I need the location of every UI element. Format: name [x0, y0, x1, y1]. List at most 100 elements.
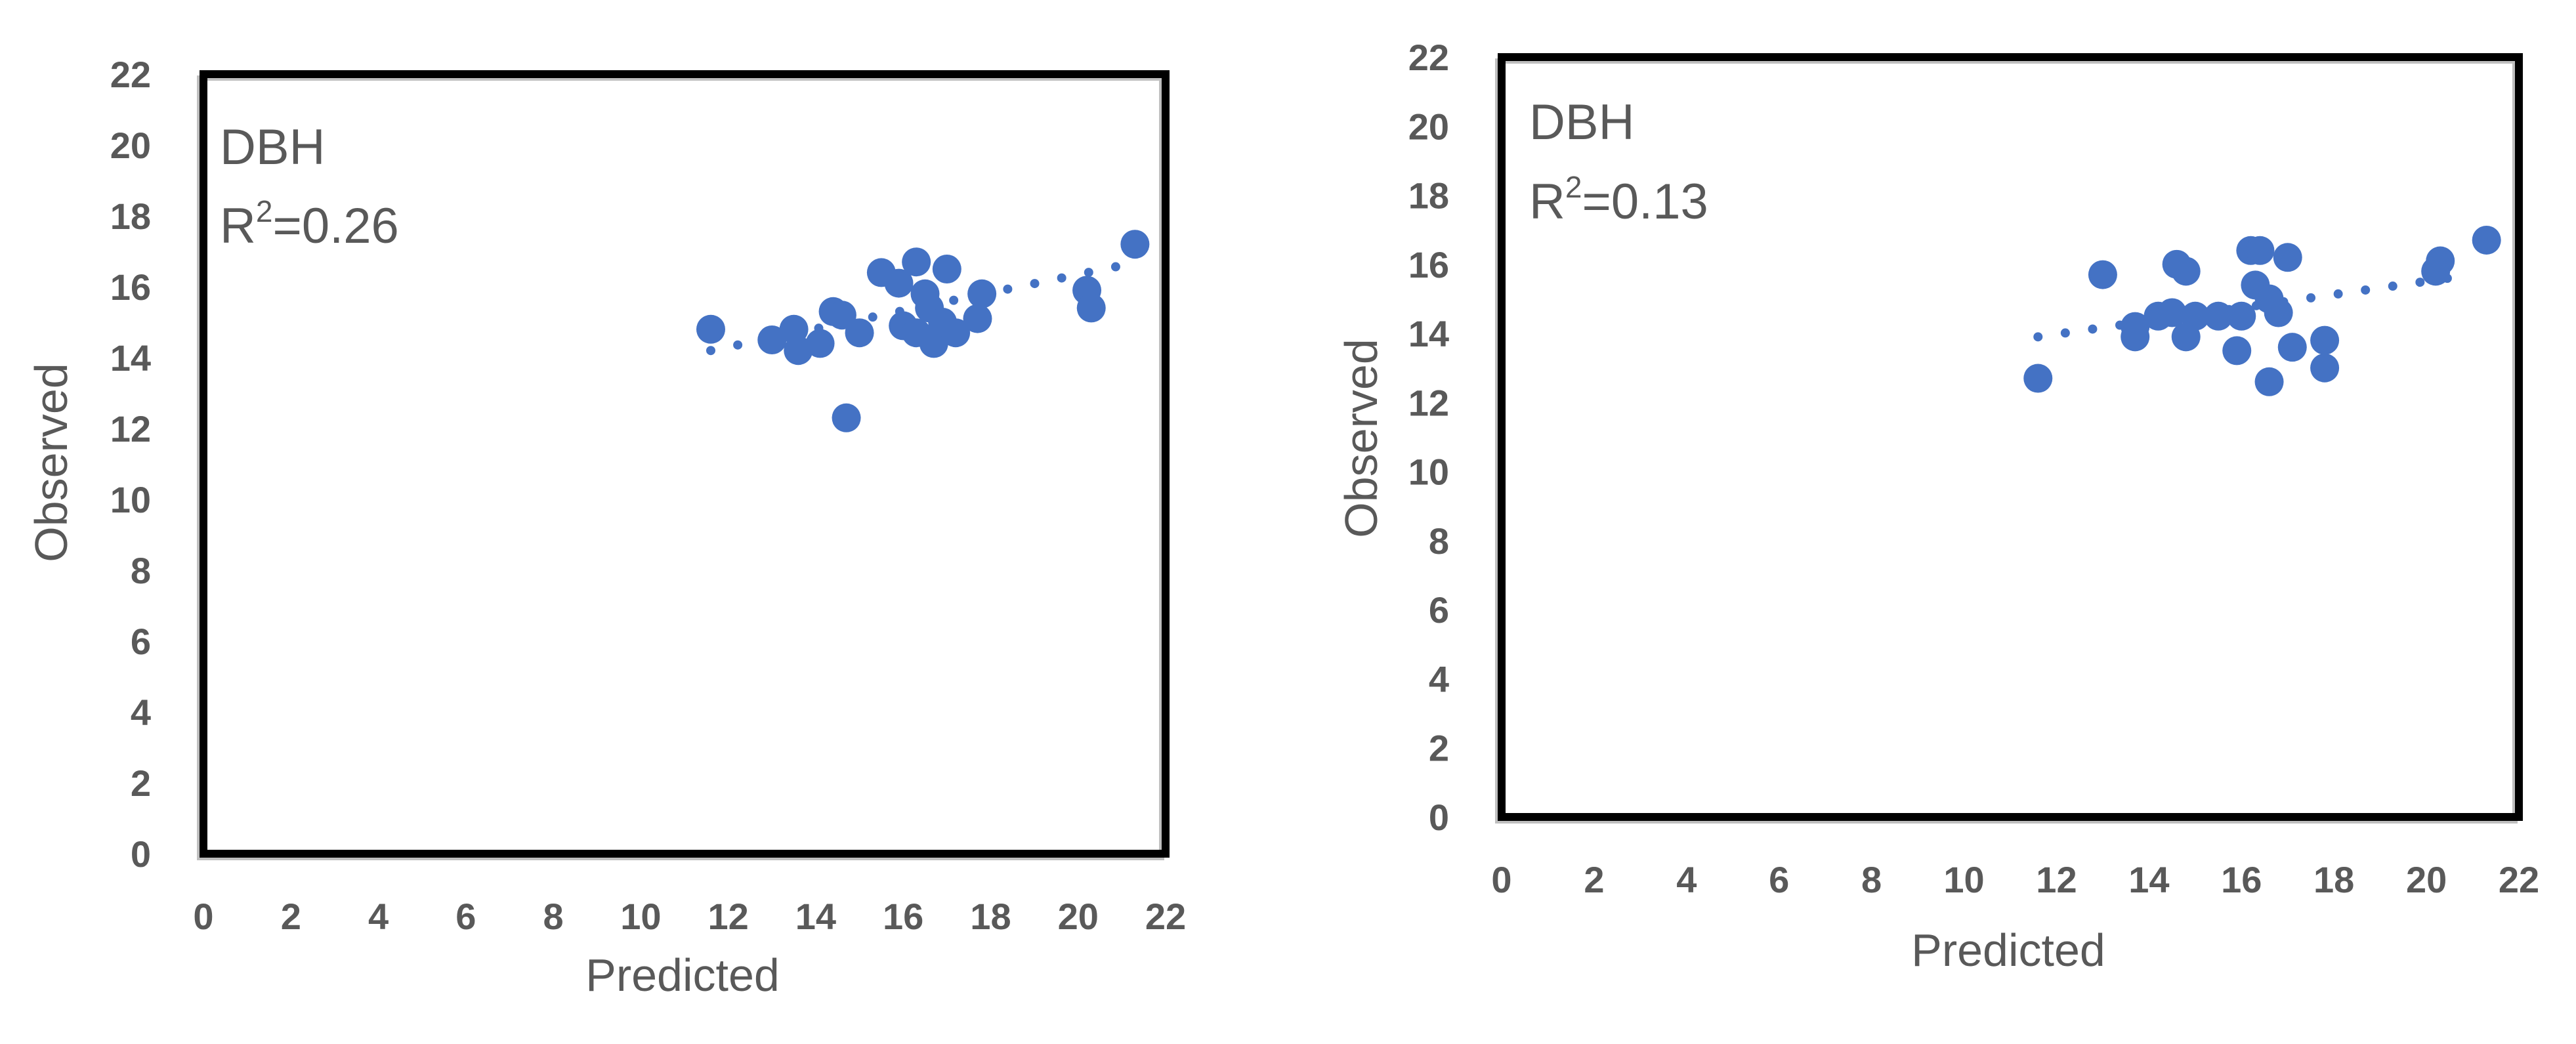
y-tick-label: 16	[1408, 244, 1449, 285]
annotation-r2: R2=0.26	[220, 194, 399, 254]
data-point	[2273, 243, 2302, 272]
data-point	[827, 301, 856, 330]
y-tick-label: 20	[110, 125, 151, 166]
y-tick-label: 16	[110, 266, 151, 308]
data-point	[2227, 301, 2256, 331]
y-tick-label: 18	[110, 196, 151, 237]
annotation-dbh-label: DBH	[1529, 94, 1634, 150]
trendline	[2033, 270, 2478, 342]
data-point	[2180, 301, 2210, 331]
data-point	[2088, 260, 2117, 289]
x-tick-label: 14	[795, 896, 836, 937]
y-axis-title: Observed	[1336, 339, 1387, 537]
annotation-r2-exponent: 2	[256, 194, 273, 228]
data-point	[2426, 246, 2455, 276]
annotation-r2: R2=0.13	[1529, 170, 1708, 230]
data-point	[757, 325, 787, 354]
x-tick-label: 20	[2406, 859, 2447, 900]
data-point	[805, 329, 835, 358]
plot-frame	[1498, 53, 2523, 821]
y-tick-label: 20	[1408, 106, 1449, 147]
y-tick-label: 6	[131, 621, 151, 662]
x-tick-label: 20	[1058, 896, 1099, 937]
annotation-dbh-label: DBH	[220, 119, 325, 175]
data-point	[2277, 333, 2307, 362]
y-tick-label: 18	[1408, 175, 1449, 217]
y-tick-label: 10	[110, 479, 151, 520]
y-tick-label: 8	[131, 550, 151, 591]
plot-frame-shadow	[197, 75, 1164, 860]
y-tick-label: 2	[131, 762, 151, 804]
y-tick-label: 12	[110, 408, 151, 449]
y-tick-label: 4	[1429, 658, 1449, 699]
data-point	[2204, 301, 2233, 331]
data-point	[963, 304, 992, 333]
annotation-r2-value: =0.26	[272, 198, 398, 254]
x-tick-label: 8	[1861, 859, 1882, 900]
y-tick-label: 2	[1429, 728, 1449, 769]
data-point	[2264, 298, 2293, 327]
y-tick-label: 8	[1429, 520, 1449, 562]
data-point	[2023, 364, 2053, 393]
x-tick-label: 12	[2036, 859, 2077, 900]
data-point	[1076, 293, 1106, 323]
x-tick-label: 22	[2499, 859, 2539, 900]
y-tick-label: 6	[1429, 589, 1449, 631]
y-tick-label: 4	[131, 692, 151, 733]
data-point	[696, 314, 725, 344]
data-point	[932, 255, 961, 283]
data-point	[2245, 236, 2275, 265]
y-tick-label: 0	[131, 833, 151, 875]
x-tick-label: 4	[1676, 859, 1697, 900]
x-tick-label: 0	[193, 896, 213, 937]
x-tick-label: 22	[1145, 896, 1186, 937]
x-tick-label: 6	[455, 896, 476, 937]
x-axis-title: Predicted	[1911, 925, 2105, 976]
left-scatter-panel: 0 2 4 6 8 10 12 14 16 18 20 22 0 2 4 6 8 10 12 14 16 18 20 22 D…	[26, 54, 1186, 1001]
x-tick-label: 16	[883, 896, 923, 937]
x-axis-title: Predicted	[585, 950, 780, 1001]
y-tick-label: 22	[1408, 37, 1449, 78]
data-point	[2171, 257, 2201, 286]
data-point	[2121, 312, 2150, 341]
x-tick-label: 16	[2221, 859, 2262, 900]
y-tick-label: 14	[1408, 313, 1449, 354]
data-point	[832, 403, 861, 432]
data-point	[2310, 325, 2340, 355]
right-scatter-panel: 0 2 4 6 8 10 12 14 16 18 20 22 0 2 4 6 8 10 12 14 16 18 20 22 D…	[1336, 37, 2539, 976]
data-point	[884, 268, 914, 298]
x-tick-label: 14	[2128, 859, 2169, 900]
x-tick-label: 10	[1943, 859, 1984, 900]
x-tick-label: 18	[970, 896, 1011, 937]
x-tick-label: 0	[1491, 859, 1511, 900]
x-tick-label: 6	[1769, 859, 1789, 900]
x-tick-label: 4	[368, 896, 389, 937]
y-tick-label: 22	[110, 54, 151, 95]
data-point	[2157, 298, 2187, 327]
annotation-r2-exponent: 2	[1565, 170, 1582, 204]
y-tick-label: 12	[1408, 382, 1449, 423]
annotation-r2-base: R	[1529, 174, 1565, 230]
data-point	[1120, 230, 1150, 259]
y-tick-label: 0	[1429, 797, 1449, 838]
x-tick-label: 8	[543, 896, 564, 937]
annotation-r2-value: =0.13	[1582, 174, 1708, 230]
y-tick-label: 14	[110, 337, 151, 379]
data-point	[784, 336, 813, 365]
x-tick-label: 10	[620, 896, 661, 937]
y-axis-title: Observed	[26, 363, 77, 562]
x-tick-label: 2	[1584, 859, 1604, 900]
data-point	[845, 318, 874, 348]
y-tick-label: 10	[1408, 451, 1449, 493]
data-point	[941, 318, 971, 348]
plot-frame	[200, 70, 1170, 858]
data-point	[902, 247, 931, 277]
x-tick-label: 2	[281, 896, 301, 937]
x-tick-label: 18	[2313, 859, 2354, 900]
data-point	[967, 279, 997, 308]
data-point	[2222, 336, 2252, 365]
data-point	[2472, 225, 2501, 255]
data-point	[2310, 353, 2340, 383]
data-point	[2254, 367, 2284, 396]
